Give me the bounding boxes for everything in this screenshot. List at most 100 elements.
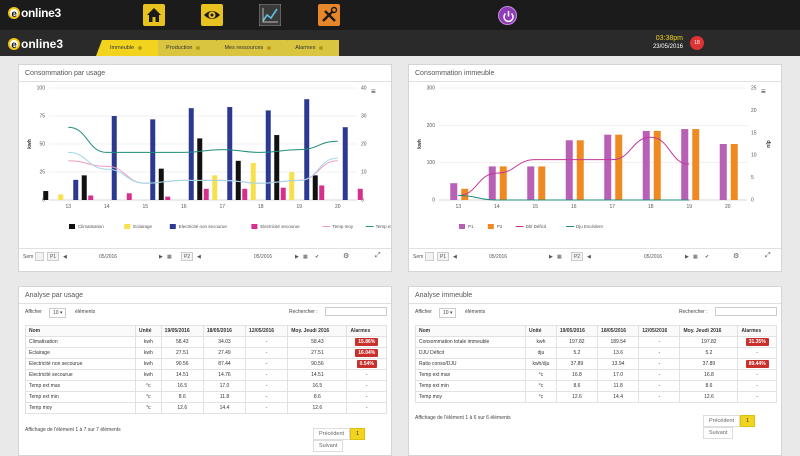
p1-date[interactable]: 05/2016 <box>99 254 118 260</box>
bar <box>527 166 535 200</box>
next-button[interactable]: Suivant <box>703 427 734 439</box>
column-header[interactable]: Alarmes <box>737 325 777 337</box>
tab-close-icon[interactable] <box>138 45 143 50</box>
next-button[interactable]: Suivant <box>313 440 344 452</box>
table-row: Temp ext max °c 16.5 17.0-16.5- <box>25 380 387 392</box>
p2-button[interactable]: P2 <box>571 252 583 261</box>
tab-immeuble[interactable]: Immeuble <box>96 40 159 56</box>
bar <box>565 140 573 200</box>
calendar-icon[interactable]: ▦ <box>693 254 698 260</box>
validate-icon[interactable]: ✔ <box>705 254 710 260</box>
column-header[interactable]: Nom <box>415 325 526 337</box>
p2-next-icon[interactable]: ▶ <box>295 254 299 260</box>
calendar-icon[interactable]: ▦ <box>167 254 172 260</box>
eye-icon[interactable] <box>201 4 223 26</box>
table-cell: DJU Déficit <box>415 347 526 359</box>
table-cell: - <box>638 358 681 370</box>
sem-checkbox[interactable] <box>425 252 434 261</box>
expand-icon[interactable]: ⤢ <box>765 252 771 259</box>
p2-next-icon[interactable]: ▶ <box>685 254 689 260</box>
settings-icon[interactable]: ⚙ <box>343 253 350 260</box>
home-icon[interactable] <box>143 4 165 26</box>
calendar-icon[interactable]: ▦ <box>303 254 308 260</box>
p2-date[interactable]: 05/2016 <box>254 254 273 260</box>
search-input[interactable] <box>325 307 387 316</box>
page-1-button[interactable]: 1 <box>350 428 366 440</box>
p1-prev-icon[interactable]: ◀ <box>453 254 457 260</box>
column-header[interactable]: 19/05/2016 <box>555 325 599 337</box>
column-header[interactable]: Moy. Jeudi 2016 <box>679 325 739 337</box>
p2-prev-icon[interactable]: ◀ <box>197 254 201 260</box>
tab-alarmes[interactable]: Alarmes <box>281 40 340 56</box>
power-icon[interactable] <box>498 6 517 25</box>
tab-close-icon[interactable] <box>196 45 201 50</box>
app-logo[interactable]: e online3 <box>8 6 61 20</box>
table-cell: 14.4 <box>202 402 247 414</box>
table-row: DJU Déficit dju 5.2 13.6-5.2- <box>415 347 777 359</box>
building-chart: 0 100 200 300 0 5 10 15 20 25 kwh dju 13 14 15 16 17 18 19… <box>417 86 771 229</box>
table-cell: 8.6 <box>287 391 348 403</box>
column-header[interactable]: 18/05/2016 <box>597 325 640 337</box>
bar <box>212 175 218 200</box>
validate-icon[interactable]: ✔ <box>315 254 320 260</box>
column-header[interactable]: Nom <box>25 325 136 337</box>
tools-icon[interactable] <box>318 4 340 26</box>
p1-button[interactable]: P1 <box>437 252 449 261</box>
x-tick-label: 17 <box>609 204 615 210</box>
p2-prev-icon[interactable]: ◀ <box>587 254 591 260</box>
legend-label: Dbl Déficit <box>526 224 547 229</box>
bar <box>165 196 171 200</box>
series-line <box>458 195 690 201</box>
column-header[interactable]: 12/05/2016 <box>245 325 289 337</box>
bar <box>499 166 507 200</box>
panel-title: Analyse immeuble <box>415 292 473 299</box>
p2-date[interactable]: 05/2016 <box>644 254 663 260</box>
y-tick-label: 75 <box>39 114 45 120</box>
column-header[interactable]: 18/05/2016 <box>202 325 247 337</box>
table-cell: - <box>245 369 289 381</box>
usage-chart-panel: Consommation par usage 0 25 50 75 100 0 10 20 30… <box>18 64 392 272</box>
prev-button[interactable]: Précédent <box>313 428 351 440</box>
chart-icon[interactable] <box>259 4 281 26</box>
sem-checkbox[interactable] <box>35 252 44 261</box>
p1-date[interactable]: 05/2016 <box>489 254 508 260</box>
usage-table: Nom Unité 19/05/2016 18/05/2016 12/05/2016 Mo… <box>25 325 387 414</box>
y2-tick-label: 15 <box>751 130 757 136</box>
table-cell: 16.04% <box>346 347 387 359</box>
table-cell: 189.54 <box>597 336 640 348</box>
calendar-icon[interactable]: ▦ <box>557 254 562 260</box>
page-size-select[interactable]: 10 ▾ <box>49 308 67 318</box>
column-header[interactable]: Alarmes <box>346 325 387 337</box>
column-header[interactable]: Unité <box>525 325 557 337</box>
column-header[interactable]: 19/05/2016 <box>160 325 204 337</box>
table-cell: - <box>638 336 681 348</box>
p1-button[interactable]: P1 <box>47 252 59 261</box>
page-size-select[interactable]: 10 ▾ <box>439 308 457 318</box>
bar <box>150 119 156 200</box>
search-input[interactable] <box>715 307 777 316</box>
p1-next-icon[interactable]: ▶ <box>549 254 553 260</box>
notification-badge[interactable]: 18 <box>690 36 704 50</box>
y2-tick-label: 20 <box>361 142 367 148</box>
column-header[interactable]: Moy. Jeudi 2016 <box>287 325 348 337</box>
p1-next-icon[interactable]: ▶ <box>159 254 163 260</box>
tab-mes-ressources[interactable]: Mes ressources <box>210 40 288 56</box>
table-cell: Temp ext min <box>25 391 136 403</box>
prev-button[interactable]: Précédent <box>703 415 741 427</box>
column-header[interactable]: 12/05/2016 <box>638 325 681 337</box>
tab-production[interactable]: Production <box>152 40 217 56</box>
top-bar: e online3 <box>0 0 800 30</box>
bar <box>265 110 271 200</box>
p2-button[interactable]: P2 <box>181 252 193 261</box>
p1-prev-icon[interactable]: ◀ <box>63 254 67 260</box>
settings-icon[interactable]: ⚙ <box>733 253 740 260</box>
secondary-logo: e online3 <box>8 37 63 51</box>
tab-close-icon[interactable] <box>267 45 272 50</box>
tab-close-icon[interactable] <box>319 45 324 50</box>
page-1-button[interactable]: 1 <box>740 415 756 427</box>
table-cell: 17.0 <box>202 380 247 392</box>
column-header[interactable]: Unité <box>135 325 162 337</box>
expand-icon[interactable]: ⤢ <box>375 252 381 259</box>
menu-icon[interactable]: ≡ <box>371 87 376 96</box>
menu-icon[interactable]: ≡ <box>761 87 766 96</box>
